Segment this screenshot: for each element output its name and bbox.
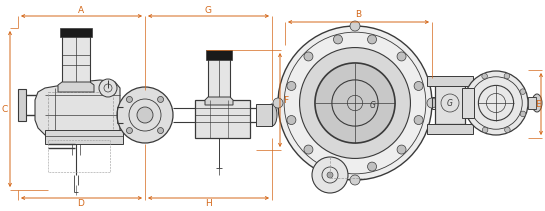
- Circle shape: [464, 71, 528, 135]
- Bar: [62, 35, 90, 85]
- Circle shape: [466, 89, 472, 95]
- Circle shape: [504, 73, 510, 79]
- Text: C: C: [2, 104, 8, 114]
- Text: G: G: [447, 99, 453, 107]
- Circle shape: [126, 96, 132, 103]
- Circle shape: [482, 73, 487, 79]
- Circle shape: [397, 145, 406, 154]
- Circle shape: [520, 111, 526, 117]
- Circle shape: [520, 89, 525, 94]
- Bar: [45, 130, 123, 144]
- Circle shape: [367, 35, 377, 44]
- Bar: [208, 58, 230, 102]
- Bar: [60, 28, 92, 37]
- Circle shape: [482, 127, 488, 133]
- Circle shape: [158, 96, 164, 103]
- Bar: [206, 50, 232, 60]
- Circle shape: [137, 107, 153, 123]
- Bar: [435, 82, 465, 124]
- Circle shape: [287, 116, 296, 124]
- Circle shape: [334, 35, 342, 44]
- Polygon shape: [35, 80, 120, 140]
- Text: B: B: [355, 9, 361, 19]
- Circle shape: [327, 172, 333, 178]
- Text: E: E: [535, 100, 541, 108]
- Circle shape: [467, 112, 472, 117]
- Text: G: G: [370, 100, 376, 110]
- Ellipse shape: [532, 94, 542, 112]
- Circle shape: [350, 175, 360, 185]
- Circle shape: [278, 26, 432, 180]
- Circle shape: [414, 116, 423, 124]
- Polygon shape: [205, 97, 233, 105]
- Circle shape: [273, 98, 283, 108]
- Circle shape: [304, 145, 313, 154]
- Bar: [48, 140, 110, 172]
- Polygon shape: [58, 82, 94, 92]
- Bar: [18, 89, 26, 121]
- Bar: [48, 92, 113, 134]
- Circle shape: [427, 98, 437, 108]
- Circle shape: [334, 162, 342, 171]
- Circle shape: [350, 21, 360, 31]
- Ellipse shape: [267, 104, 277, 126]
- Text: F: F: [283, 96, 288, 104]
- Bar: [256, 104, 272, 126]
- Circle shape: [99, 79, 117, 97]
- Circle shape: [505, 127, 510, 133]
- Circle shape: [414, 81, 423, 91]
- Circle shape: [397, 52, 406, 61]
- Circle shape: [312, 157, 348, 193]
- Text: G: G: [204, 5, 211, 15]
- Circle shape: [126, 128, 132, 134]
- Text: H: H: [204, 199, 211, 208]
- Circle shape: [117, 87, 173, 143]
- Circle shape: [300, 47, 410, 158]
- Bar: [195, 100, 250, 138]
- Text: A: A: [78, 5, 84, 15]
- Circle shape: [367, 162, 377, 171]
- Circle shape: [287, 81, 296, 91]
- Circle shape: [158, 128, 164, 134]
- Circle shape: [315, 63, 395, 143]
- Bar: [462, 88, 474, 118]
- Bar: [427, 124, 473, 134]
- Bar: [528, 97, 536, 109]
- Text: D: D: [77, 199, 84, 208]
- Bar: [427, 76, 473, 86]
- Circle shape: [304, 52, 313, 61]
